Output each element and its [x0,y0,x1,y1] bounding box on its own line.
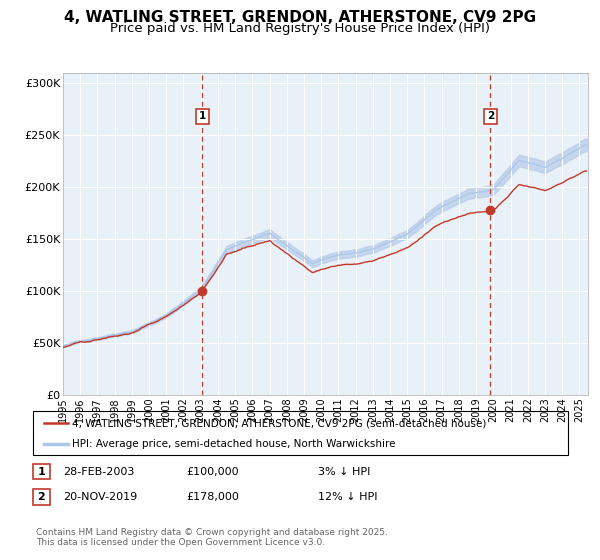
Text: 2: 2 [38,492,45,502]
Text: 1: 1 [38,466,45,477]
Text: £100,000: £100,000 [186,466,239,477]
Text: 4, WATLING STREET, GRENDON, ATHERSTONE, CV9 2PG (semi-detached house): 4, WATLING STREET, GRENDON, ATHERSTONE, … [72,418,487,428]
Text: 20-NOV-2019: 20-NOV-2019 [63,492,137,502]
Text: 2: 2 [487,111,494,122]
Text: Contains HM Land Registry data © Crown copyright and database right 2025.
This d: Contains HM Land Registry data © Crown c… [36,528,388,547]
Text: 3% ↓ HPI: 3% ↓ HPI [318,466,370,477]
Text: 4, WATLING STREET, GRENDON, ATHERSTONE, CV9 2PG: 4, WATLING STREET, GRENDON, ATHERSTONE, … [64,10,536,25]
Text: 1: 1 [199,111,206,122]
Text: 12% ↓ HPI: 12% ↓ HPI [318,492,377,502]
Text: £178,000: £178,000 [186,492,239,502]
Text: 28-FEB-2003: 28-FEB-2003 [63,466,134,477]
Text: Price paid vs. HM Land Registry's House Price Index (HPI): Price paid vs. HM Land Registry's House … [110,22,490,35]
Text: HPI: Average price, semi-detached house, North Warwickshire: HPI: Average price, semi-detached house,… [72,439,395,449]
